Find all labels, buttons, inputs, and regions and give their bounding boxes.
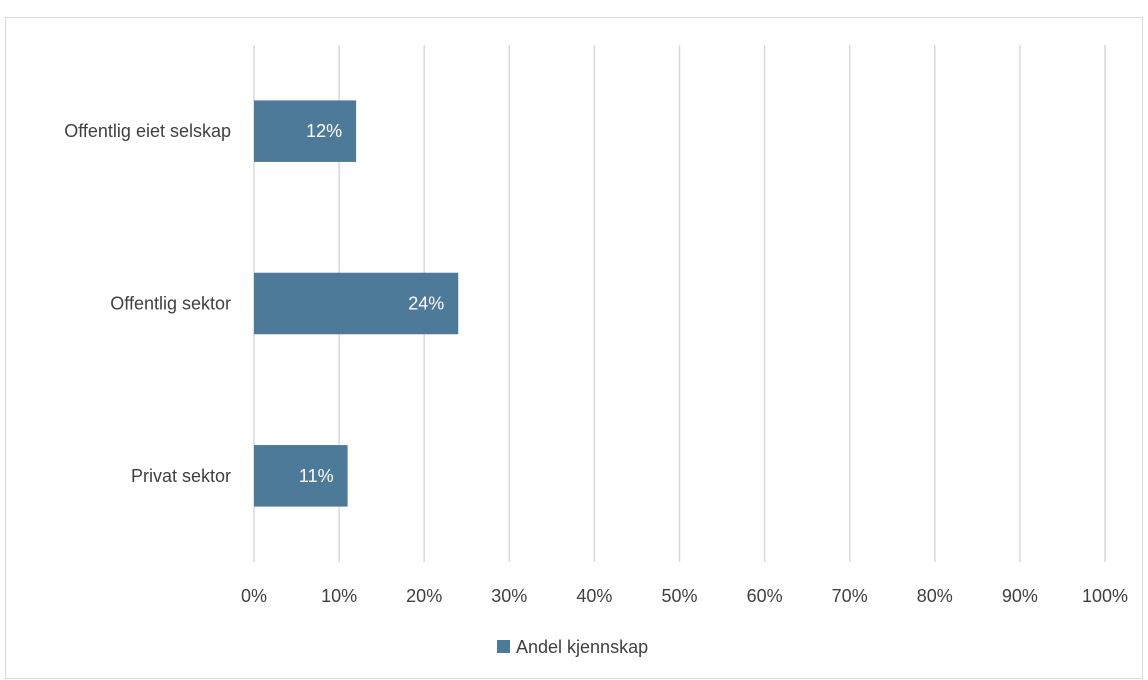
chart-frame (5, 17, 1143, 679)
x-tick-label: 40% (576, 586, 612, 606)
legend-label: Andel kjennskap (516, 637, 648, 657)
legend-swatch (497, 640, 510, 653)
category-labels: Offentlig eiet selskap Offentlig sektor Pr… (64, 121, 231, 486)
category-label: Privat sektor (131, 466, 231, 486)
data-label: 24% (408, 294, 444, 314)
bar (254, 445, 348, 507)
x-tick-label: 100% (1082, 586, 1128, 606)
legend: Andel kjennskap (497, 637, 648, 657)
x-tick-label: 70% (832, 586, 868, 606)
x-tick-label: 30% (491, 586, 527, 606)
bar (254, 100, 357, 162)
x-tick-label: 90% (1002, 586, 1038, 606)
x-tick-label: 50% (661, 586, 697, 606)
x-tick-label: 60% (747, 586, 783, 606)
category-label: Offentlig sektor (110, 294, 231, 314)
x-tick-labels: 0% 10% 20% 30% 40% 50% 60% 70% 80% 90% 100% (241, 586, 1128, 606)
x-tick-label: 80% (917, 586, 953, 606)
x-tick-label: 10% (321, 586, 357, 606)
data-label: 12% (306, 121, 342, 141)
bars: 12% 24% 11% (254, 100, 459, 507)
data-label: 11% (299, 466, 334, 486)
x-tick-label: 20% (406, 586, 442, 606)
bar (254, 272, 459, 335)
category-label: Offentlig eiet selskap (64, 121, 231, 141)
x-tick-label: 0% (241, 586, 267, 606)
